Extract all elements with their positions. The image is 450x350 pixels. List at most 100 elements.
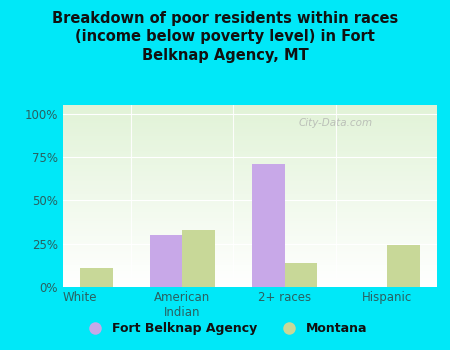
Bar xyxy=(63,167,436,169)
Bar xyxy=(63,169,436,170)
Bar xyxy=(63,105,436,107)
Bar xyxy=(63,227,436,229)
Bar xyxy=(63,284,436,285)
Bar xyxy=(63,216,436,218)
Bar xyxy=(63,238,436,240)
Bar xyxy=(63,212,436,214)
Bar xyxy=(387,245,419,287)
Bar xyxy=(182,230,215,287)
Bar xyxy=(63,180,436,181)
Bar xyxy=(63,198,436,199)
Bar xyxy=(63,247,436,249)
Bar xyxy=(63,218,436,220)
Bar xyxy=(63,271,436,272)
Bar xyxy=(63,154,436,156)
Bar xyxy=(63,125,436,127)
Bar xyxy=(63,174,436,176)
Bar xyxy=(63,203,436,205)
Bar xyxy=(63,149,436,150)
Bar xyxy=(63,254,436,256)
Bar xyxy=(63,245,436,247)
Bar xyxy=(63,163,436,165)
Bar xyxy=(63,209,436,211)
Bar xyxy=(63,269,436,271)
Bar xyxy=(63,211,436,212)
Bar xyxy=(63,176,436,178)
Bar xyxy=(63,194,436,196)
Bar xyxy=(63,205,436,207)
Bar xyxy=(63,178,436,180)
Bar xyxy=(63,231,436,232)
Bar xyxy=(63,136,436,138)
Bar xyxy=(149,235,182,287)
Bar xyxy=(63,114,436,116)
Text: City-Data.com: City-Data.com xyxy=(299,118,373,128)
Bar xyxy=(80,268,112,287)
Bar xyxy=(63,249,436,251)
Bar xyxy=(63,140,436,141)
Bar xyxy=(63,152,436,154)
Bar xyxy=(63,236,436,238)
Bar xyxy=(63,278,436,280)
Bar xyxy=(63,225,436,227)
Bar xyxy=(63,252,436,254)
Bar xyxy=(63,147,436,149)
Bar xyxy=(63,193,436,194)
Bar xyxy=(63,112,436,114)
Bar xyxy=(63,229,436,231)
Bar xyxy=(63,158,436,160)
Bar xyxy=(63,251,436,252)
Bar xyxy=(63,263,436,265)
Bar xyxy=(63,121,436,123)
Bar xyxy=(63,207,436,209)
Bar xyxy=(63,111,436,112)
Bar xyxy=(63,141,436,143)
Bar xyxy=(63,190,436,192)
Bar xyxy=(63,199,436,202)
Bar xyxy=(63,160,436,161)
Bar xyxy=(63,183,436,185)
Bar xyxy=(63,156,436,158)
Bar xyxy=(63,116,436,118)
Bar xyxy=(63,107,436,108)
Bar xyxy=(63,261,436,263)
Bar xyxy=(63,129,436,131)
Bar xyxy=(63,170,436,172)
Bar xyxy=(63,108,436,111)
Bar xyxy=(63,143,436,145)
Bar xyxy=(63,172,436,174)
Bar xyxy=(63,267,436,269)
Bar xyxy=(63,196,436,198)
Bar xyxy=(63,265,436,267)
Bar xyxy=(63,260,436,261)
Bar xyxy=(252,164,284,287)
Bar xyxy=(63,189,436,190)
Bar xyxy=(63,165,436,167)
Bar xyxy=(63,187,436,189)
Bar xyxy=(63,232,436,234)
Bar xyxy=(63,127,436,129)
Bar xyxy=(63,285,436,287)
Bar xyxy=(63,123,436,125)
Bar xyxy=(63,161,436,163)
Bar xyxy=(63,134,436,136)
Bar xyxy=(63,185,436,187)
Bar xyxy=(63,138,436,140)
Bar xyxy=(63,145,436,147)
Bar xyxy=(63,274,436,276)
Legend: Fort Belknap Agency, Montana: Fort Belknap Agency, Montana xyxy=(77,317,373,340)
Bar xyxy=(63,118,436,120)
Bar xyxy=(63,272,436,274)
Bar xyxy=(63,281,436,284)
Bar xyxy=(63,243,436,245)
Bar xyxy=(63,181,436,183)
Text: Breakdown of poor residents within races
(income below poverty level) in Fort
Be: Breakdown of poor residents within races… xyxy=(52,10,398,63)
Bar xyxy=(63,280,436,281)
Bar xyxy=(63,276,436,278)
Bar xyxy=(63,222,436,223)
Bar xyxy=(63,202,436,203)
Bar xyxy=(63,214,436,216)
Bar xyxy=(284,263,317,287)
Bar xyxy=(63,258,436,260)
Bar xyxy=(63,131,436,132)
